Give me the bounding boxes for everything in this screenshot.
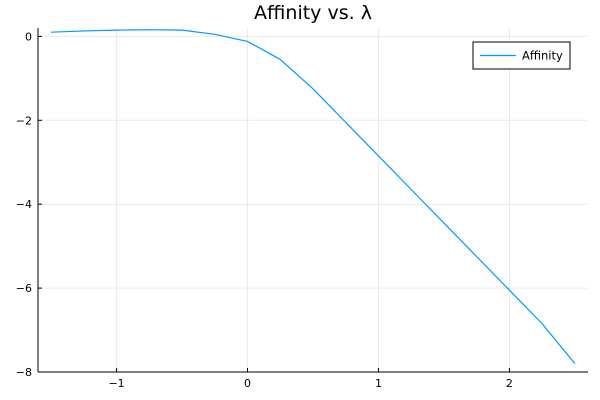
chart-title: Affinity vs. λ <box>254 2 372 24</box>
x-tick-label: 0 <box>244 377 251 390</box>
y-axis-ticks: 0 −2 −4 −6 −8 <box>16 30 42 379</box>
y-tick-label: 0 <box>25 30 32 43</box>
x-axis-ticks: −1 0 1 2 <box>108 368 513 390</box>
x-tick-label: 2 <box>506 377 513 390</box>
y-tick-label: −8 <box>16 366 32 379</box>
grid <box>38 28 588 373</box>
legend: Affinity <box>472 41 571 70</box>
x-tick-label: 1 <box>375 377 382 390</box>
y-tick-label: −2 <box>16 114 32 127</box>
x-tick-label: −1 <box>108 377 124 390</box>
y-tick-label: −6 <box>16 282 32 295</box>
legend-label: Affinity <box>522 49 563 63</box>
y-tick-label: −4 <box>16 198 32 211</box>
axes <box>37 28 588 373</box>
series-layer <box>51 29 576 364</box>
series-line-affinity <box>51 29 576 364</box>
